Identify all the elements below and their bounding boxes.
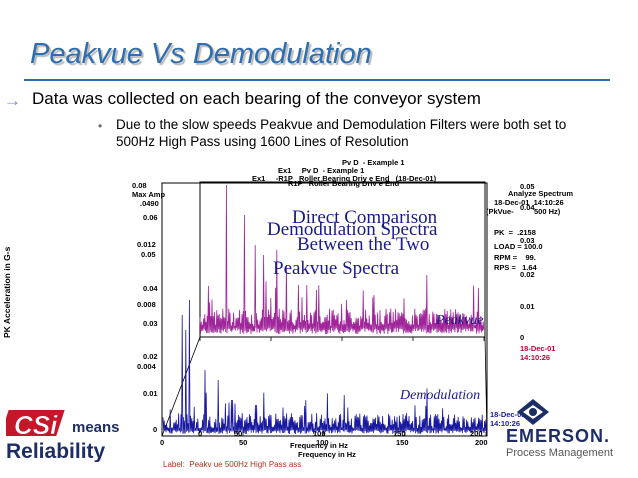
y-tick-left-0: 0.08 [132, 181, 147, 190]
dot-bullet-icon: • [98, 119, 103, 133]
y-tick-left-6: 0.03 [143, 319, 158, 328]
overlay-demod-spectra: Demodulation Spectra [267, 219, 438, 240]
front-x-ticks [161, 432, 487, 436]
perspective-line [161, 336, 201, 437]
max-amp-label: Max Amp [132, 190, 166, 199]
x-tick-front-0: 0 [160, 438, 165, 447]
y-tick-left-9: 0.01 [143, 389, 158, 398]
y-tick-right-1: 0.04 [520, 203, 535, 212]
y-tick-left-10: 0 [153, 425, 158, 434]
y-tick-left-4: 0.04 [143, 284, 158, 293]
emerson-wordmark: EMERSON. [506, 426, 611, 446]
y-axis-title: PK Acceleration in G-s [2, 246, 12, 338]
y-tick-left-2: 0.012 [137, 240, 156, 249]
overlay-between-the-two: Between the Two [297, 234, 430, 255]
analyze-label: Analyze Spectrum [508, 189, 574, 198]
csi-logo: CSi means Reliability [6, 410, 120, 462]
perspective-line [484, 336, 488, 437]
rpm-readout: RPM = 99. [494, 253, 536, 262]
x-tick-front-1: 50 [239, 438, 248, 447]
chart-header-3: Ex1 -R1P Roller Bearing Driv e End (18-D… [252, 174, 437, 183]
x-tick-back-2: 100 [313, 429, 326, 438]
chart-header-2: Ex1 Pv D - Example 1 [278, 166, 365, 175]
overlay-direct-comparison: Direct Comparison [292, 207, 438, 228]
back-x-ticks [199, 337, 485, 341]
bullet-sub: Due to the slow speeds Peakvue and Demod… [116, 117, 567, 149]
y-tick-right-4: 0.01 [520, 302, 535, 311]
y-tick-left-3: 0.05 [141, 250, 156, 259]
csi-swoosh-icon [6, 410, 65, 436]
footer-label: Label: Peakv ue 500Hz High Pass ass [163, 460, 302, 469]
load-readout: LOAD = 100.0 [494, 242, 543, 251]
x-tick-front-4: 200 [475, 438, 488, 447]
x-tick-back-0: 0 [198, 429, 203, 438]
process-management-label: Process Management [506, 447, 613, 459]
x-tick-back-3: 150 [393, 429, 406, 438]
csi-means: means [72, 419, 120, 436]
peakvue-trace-label: Peakvue [436, 313, 484, 328]
emerson-icon [517, 399, 549, 425]
chart-header-1: Pv D - Example 1 [342, 158, 405, 167]
x-tick-front-3: 150 [396, 438, 409, 447]
y-tick-left-7: 0.02 [143, 352, 158, 361]
arrow-bullet-icon: → [4, 91, 21, 110]
pkvue-hz: 500 Hz) [534, 207, 561, 216]
title-divider [24, 79, 610, 81]
x-tick-front-2: 100 [316, 438, 329, 447]
date-bot: 18-Dec-01 [490, 410, 526, 419]
max-amp-value: .0490 [140, 199, 159, 208]
overlay-peakvue-spectra: Peakvue Spectra [273, 258, 400, 279]
csi-text: CSi [14, 410, 58, 440]
demod-plot-frame [161, 182, 488, 437]
x-axis-title-2: Frequency in Hz [298, 450, 356, 459]
y-tick-left-1: 0.06 [143, 213, 158, 222]
y-tick-right-3: 0.02 [520, 270, 535, 279]
y-tick-right-2: 0.03 [520, 236, 535, 245]
pkvue-label: (PkVue- [486, 207, 514, 216]
slide-title: Peakvue Vs Demodulation [30, 38, 372, 70]
x-tick-back-4: 200 [470, 429, 483, 438]
time-mid: 14:10:26 [520, 353, 551, 362]
chart-header-4: R1P Roller Bearing Driv e End [288, 179, 400, 188]
bullet-main: Data was collected on each bearing of th… [32, 89, 481, 108]
date-mid: 18-Dec-01 [520, 344, 556, 353]
peakvue-spectrum-line [199, 184, 485, 335]
y-tick-right-5: 0 [520, 333, 525, 342]
y-tick-left-8: 0.004 [137, 362, 156, 371]
csi-reliability: Reliability [6, 440, 106, 462]
x-axis-title-1: Frequency in Hz [290, 441, 348, 450]
demod-spectrum-line [162, 299, 487, 435]
pk-readout: PK = .2158 [494, 228, 536, 237]
y-tick-left-5: 0.008 [137, 300, 156, 309]
y-tick-right-0: 0.05 [520, 182, 535, 191]
demod-trace-label: Demodulation [400, 388, 481, 403]
rps-readout: RPS = 1.64 [494, 263, 537, 272]
peakvue-plot-frame [199, 181, 486, 338]
date-time-top: 18-Dec-01 14:10:26 [494, 198, 564, 207]
time-bot: 14:10:26 [490, 419, 521, 428]
x-tick-back-1: 50 [234, 429, 243, 438]
